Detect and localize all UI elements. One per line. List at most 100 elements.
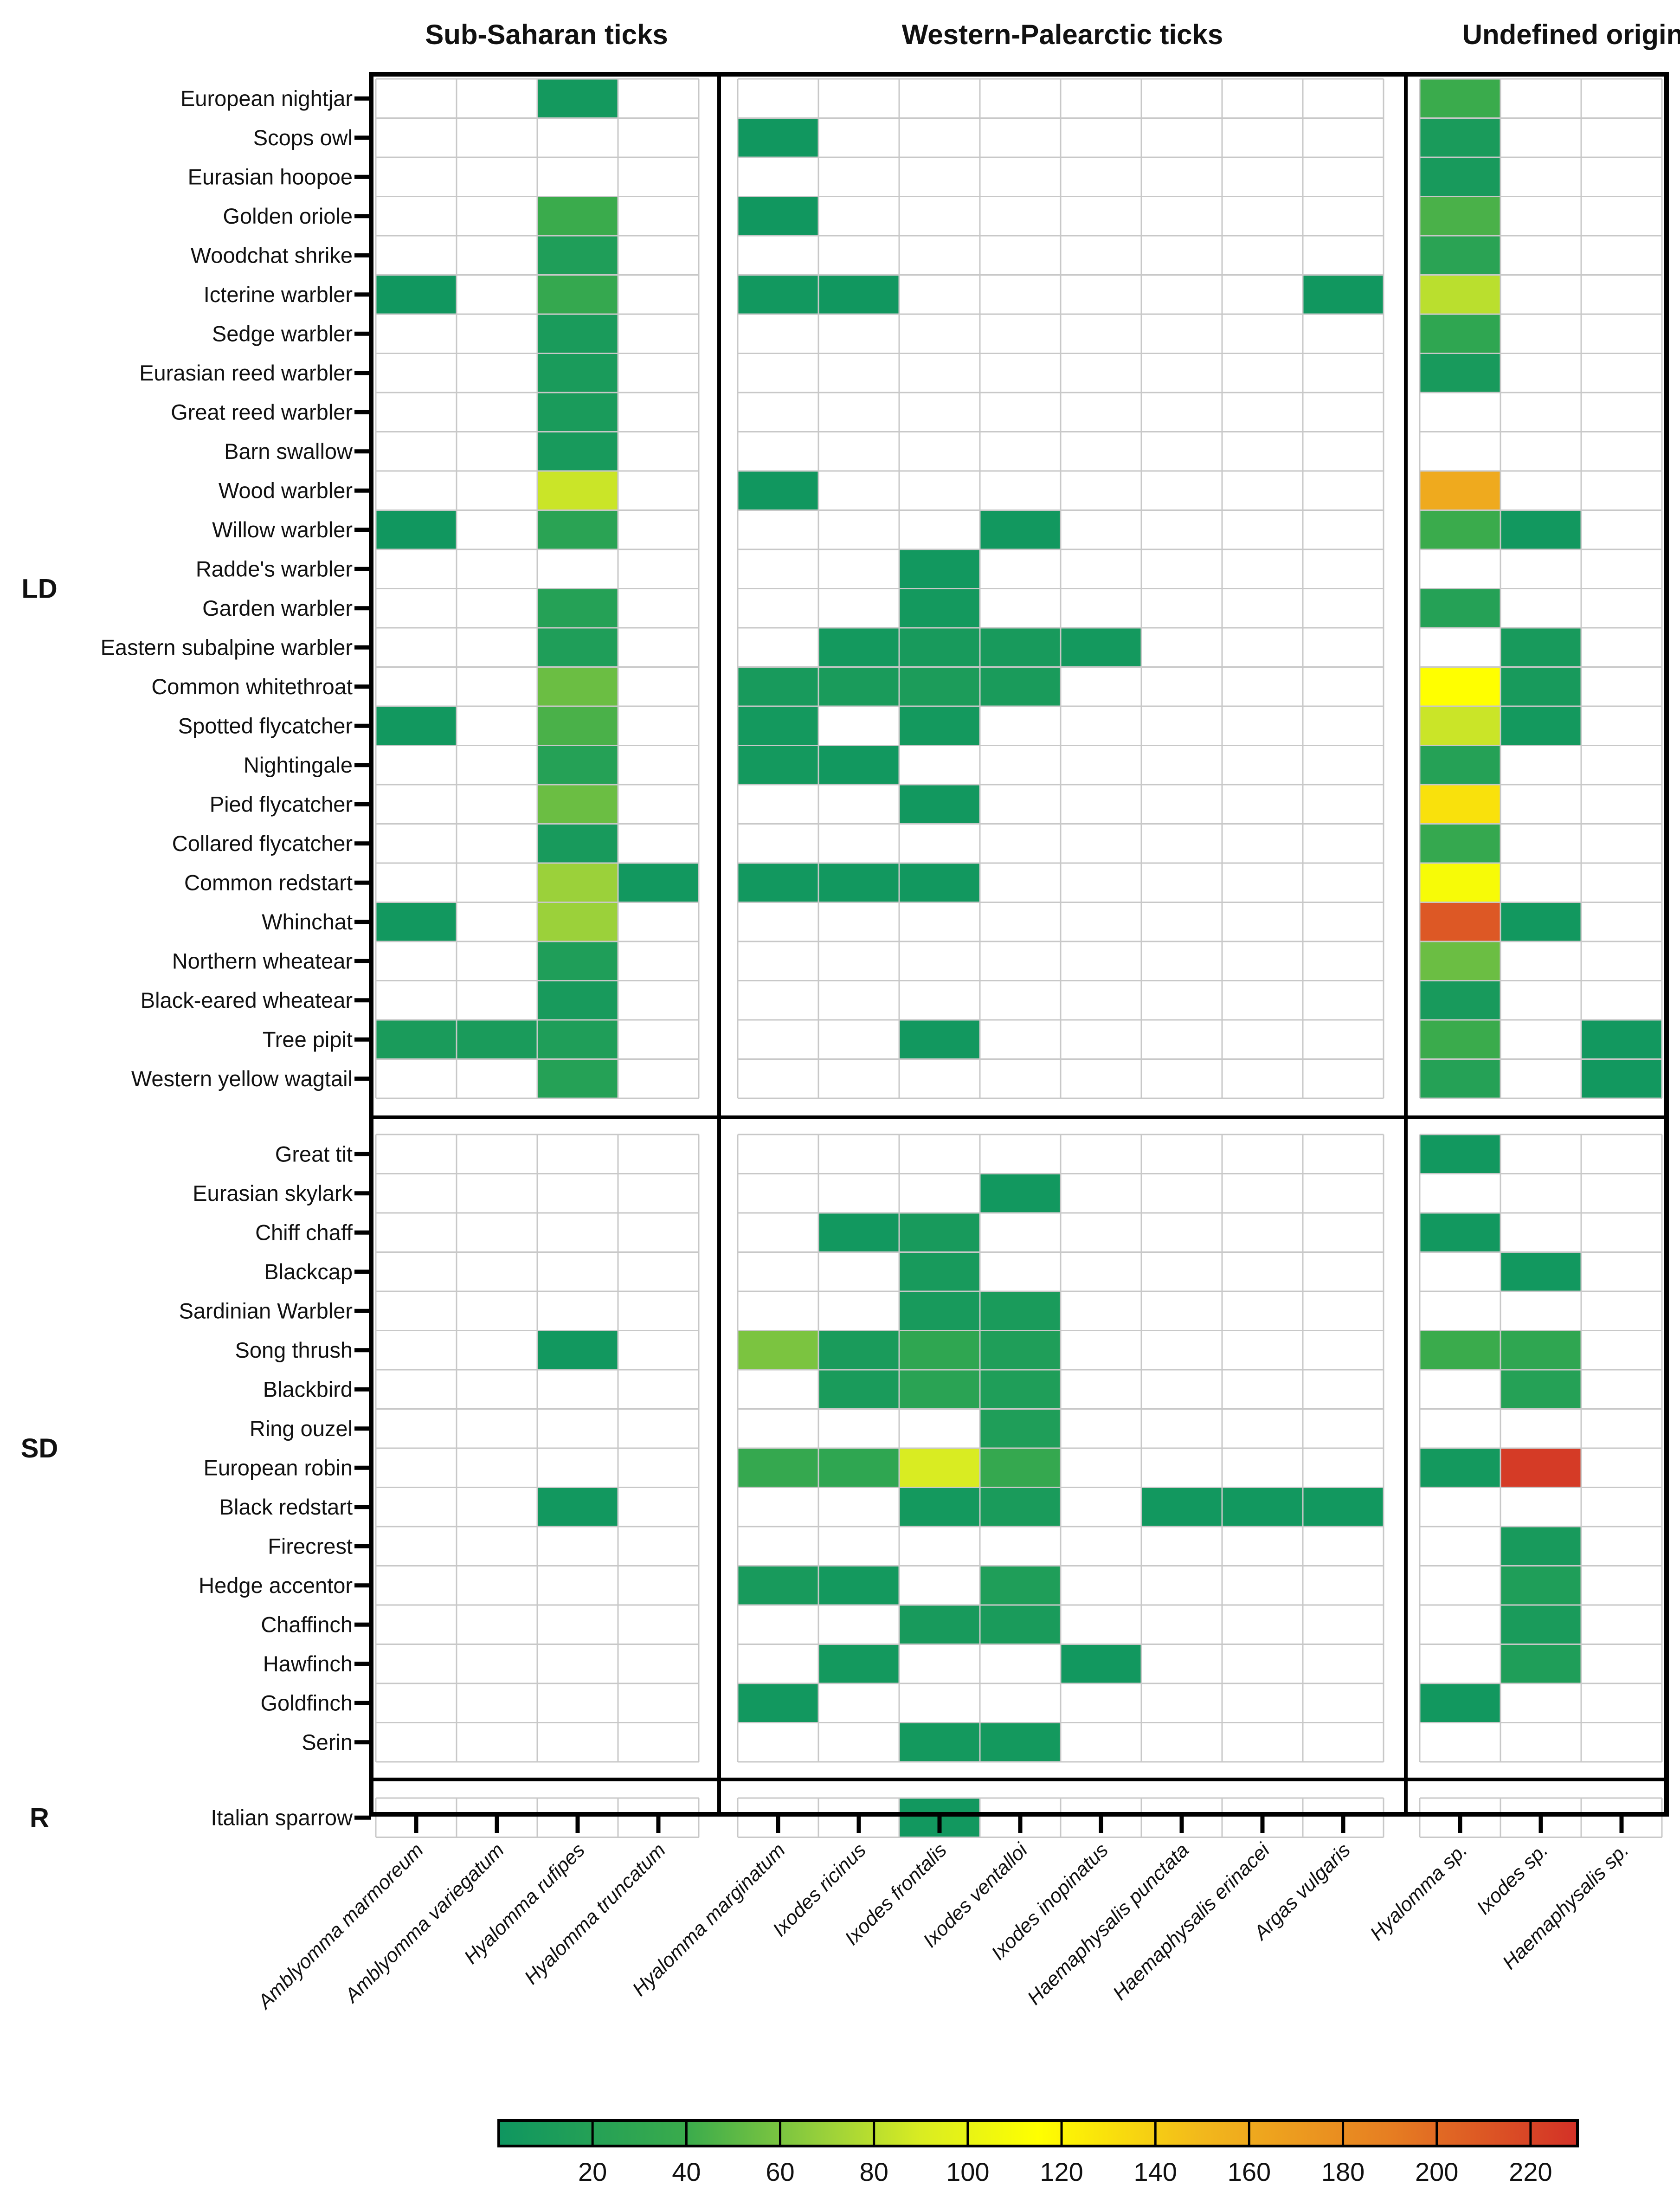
- group-titles: Sub-Saharan ticks Western-Palearctic tick…: [425, 19, 1680, 50]
- heatmap-cell: [980, 628, 1061, 667]
- column-label: Amblyomma variegatum: [340, 1839, 509, 2008]
- column-label: Ixodes sp.: [1473, 1839, 1553, 1919]
- heatmap-cell: [738, 667, 818, 706]
- row-label: Tree pipit: [263, 1027, 353, 1051]
- heatmap-cell: [738, 1330, 818, 1370]
- heatmap-cell: [1500, 1370, 1581, 1409]
- row-label: Common redstart: [184, 870, 353, 895]
- heatmap-cell: [1141, 1487, 1222, 1527]
- row-label: Eurasian skylark: [193, 1181, 353, 1205]
- heatmap-cell: [818, 745, 899, 785]
- row-label: Ring ouzel: [250, 1416, 353, 1441]
- heatmap-cell: [1420, 471, 1500, 510]
- row-label: Great reed warbler: [171, 400, 353, 424]
- row-label: Collared flycatcher: [172, 831, 353, 856]
- heatmap-cell: [1500, 1527, 1581, 1566]
- heatmap-cell: [1061, 1644, 1141, 1683]
- heatmap-cell: [899, 1330, 980, 1370]
- heatmap-cell: [537, 196, 618, 236]
- column-label: Amblyomma marmoreum: [253, 1839, 428, 2014]
- heatmap-cell: [1581, 1020, 1662, 1059]
- colorbar-tick-label: 120: [1040, 2157, 1083, 2186]
- colorbar-tick-label: 40: [672, 2157, 701, 2186]
- heatmap-cell: [1420, 902, 1500, 941]
- heatmap-cell: [818, 1330, 899, 1370]
- colorbar-tick-label: 180: [1321, 2157, 1365, 2186]
- heatmap-cell: [1420, 1135, 1500, 1174]
- heatmap-cell: [537, 79, 618, 118]
- heatmap-cell: [818, 1644, 899, 1683]
- heatmap-cell: [1420, 785, 1500, 824]
- row-label: Pied flycatcher: [210, 792, 353, 816]
- row-labels: European nightjar Scops owl Eurasian hoopo…: [101, 86, 371, 1830]
- heatmap-cell: [537, 863, 618, 902]
- heatmap-cell: [537, 353, 618, 393]
- heatmap-cell: [818, 1566, 899, 1605]
- colorbar-gradient: [497, 2119, 1579, 2147]
- heatmap-cell: [537, 314, 618, 354]
- column-label: Haemaphysalis punctata: [1023, 1839, 1193, 2009]
- heatmap-cell: [980, 1605, 1061, 1644]
- heatmap-cell: [738, 745, 818, 785]
- row-label: Eastern subalpine warbler: [101, 635, 353, 659]
- heatmap-cell: [980, 1291, 1061, 1331]
- heatmap-cell: [1420, 314, 1500, 354]
- heatmap-cell: [738, 706, 818, 746]
- row-label: Chaffinch: [261, 1612, 353, 1637]
- row-label: Hawfinch: [263, 1651, 353, 1676]
- heatmap-cell: [980, 1409, 1061, 1448]
- heatmap-cell: [1420, 1020, 1500, 1059]
- heatmap-cell: [537, 393, 618, 432]
- colorbar-tick-label: 20: [578, 2157, 607, 2186]
- row-label: Northern wheatear: [172, 948, 353, 973]
- heatmap-cell: [1420, 353, 1500, 393]
- section-label: SD: [21, 1433, 58, 1463]
- heatmap-cell: [537, 588, 618, 628]
- heatmap-cell: [537, 1059, 618, 1098]
- heatmap-cell: [537, 275, 618, 314]
- group-title: Sub-Saharan ticks: [425, 19, 668, 50]
- row-label: Western yellow wagtail: [131, 1066, 353, 1091]
- row-label: Blackbird: [263, 1377, 353, 1401]
- heatmap-cell: [537, 432, 618, 471]
- column-label: Hyalomma sp.: [1366, 1839, 1472, 1945]
- heatmap-cell: [1420, 196, 1500, 236]
- colorbar-tick-label: 140: [1133, 2157, 1177, 2186]
- colorbar-tick-label: 220: [1509, 2157, 1552, 2186]
- heatmap-cell: [899, 628, 980, 667]
- heatmap-cell: [457, 1020, 537, 1059]
- heatmap-cell: [899, 706, 980, 746]
- row-label: Eurasian hoopoe: [188, 164, 353, 189]
- row-label: Hedge accentor: [199, 1573, 353, 1598]
- heatmap-cell: [1500, 706, 1581, 746]
- row-label: Eurasian reed warbler: [139, 361, 353, 385]
- heatmap-cells: [376, 79, 1662, 1837]
- row-label: Firecrest: [268, 1534, 353, 1558]
- heatmap-cell: [618, 863, 699, 902]
- heatmap-cell: [899, 1487, 980, 1527]
- colorbar-tick-label: 60: [766, 2157, 794, 2186]
- row-label: Barn swallow: [224, 439, 353, 464]
- heatmap-cell: [980, 1487, 1061, 1527]
- row-label: Goldfinch: [260, 1690, 353, 1715]
- heatmap-cell: [537, 1020, 618, 1059]
- heatmap-cell: [899, 1291, 980, 1331]
- heatmap-cell: [1500, 628, 1581, 667]
- heatmap-cell: [1500, 1566, 1581, 1605]
- row-label: Serin: [302, 1730, 353, 1754]
- heatmap-cell: [738, 196, 818, 236]
- heatmap-cell: [537, 902, 618, 941]
- heatmap-cell: [738, 275, 818, 314]
- colorbar-tick-label: 200: [1415, 2157, 1458, 2186]
- heatmap-cell: [738, 1566, 818, 1605]
- heatmap-cell: [818, 1370, 899, 1409]
- row-label: Whinchat: [262, 909, 353, 934]
- heatmap-cell: [980, 1370, 1061, 1409]
- row-label: European nightjar: [180, 86, 353, 110]
- row-label: Icterine warbler: [204, 282, 353, 307]
- heatmap-cell: [1420, 1683, 1500, 1723]
- section-labels: LD SD R: [21, 574, 58, 1833]
- row-label: Willow warbler: [212, 517, 353, 542]
